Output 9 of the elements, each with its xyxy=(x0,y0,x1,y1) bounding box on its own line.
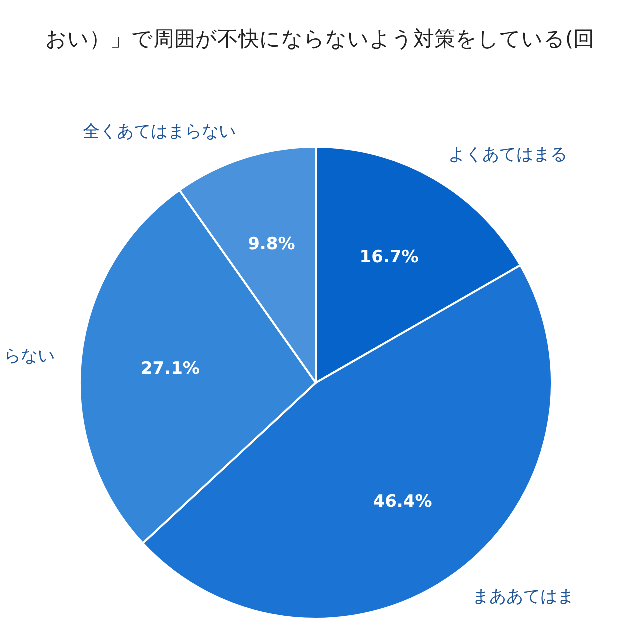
data-label: 27.1% xyxy=(140,358,200,379)
slice-label: まああてはま xyxy=(472,586,575,607)
slice-label: らない xyxy=(4,346,55,367)
slice-label: 全くあてはまらない xyxy=(82,122,236,142)
data-label: 46.4% xyxy=(373,492,432,512)
chart-title: おい）」で周囲が不快にならないよう対策をしている(回 xyxy=(45,27,595,51)
data-label: 16.7% xyxy=(360,247,419,268)
data-label: 9.8% xyxy=(248,234,296,255)
slice-label: よくあてはまる xyxy=(448,145,568,166)
